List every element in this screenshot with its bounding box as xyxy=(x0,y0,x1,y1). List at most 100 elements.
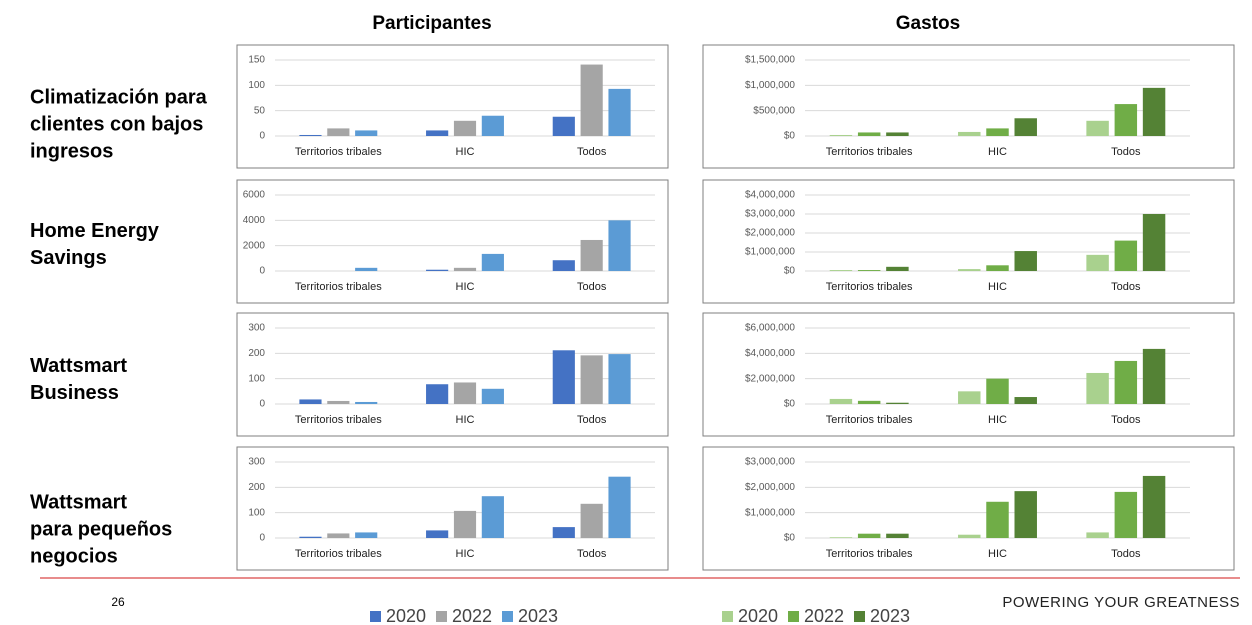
legend-label: 2023 xyxy=(870,606,910,625)
bar xyxy=(1014,397,1037,404)
y-tick-label: $0 xyxy=(784,266,796,277)
bar xyxy=(1086,532,1109,538)
x-tick-label: Todos xyxy=(577,146,607,158)
bar xyxy=(299,399,322,404)
y-tick-label: $1,000,000 xyxy=(745,507,795,518)
x-tick-label: Todos xyxy=(1111,414,1141,426)
bar xyxy=(299,134,322,136)
x-tick-label: Territorios tribales xyxy=(826,548,913,560)
bar xyxy=(958,534,981,538)
x-tick-label: HIC xyxy=(988,281,1007,293)
bar xyxy=(857,533,881,538)
chart-frame xyxy=(702,312,1235,437)
bar xyxy=(1114,360,1138,404)
legend-label: 2022 xyxy=(452,606,492,625)
bar xyxy=(958,131,981,136)
bar xyxy=(857,400,881,404)
x-tick-label: HIC xyxy=(988,548,1007,560)
y-tick-label: $3,000,000 xyxy=(745,209,795,220)
legend-label: 2023 xyxy=(518,606,558,625)
row-label: Savings xyxy=(30,247,107,269)
bar xyxy=(986,501,1009,538)
bar xyxy=(481,388,504,404)
x-tick-label: HIC xyxy=(456,414,475,426)
chart-frame xyxy=(236,179,669,304)
y-tick-label: $1,000,000 xyxy=(745,247,795,258)
y-tick-label: 50 xyxy=(254,105,266,116)
x-tick-label: Territorios tribales xyxy=(826,414,913,426)
bar xyxy=(1142,214,1166,271)
x-tick-label: Todos xyxy=(1111,548,1141,560)
bar xyxy=(426,384,449,404)
bar xyxy=(608,354,631,404)
y-tick-label: 0 xyxy=(259,131,265,142)
bar xyxy=(355,401,378,404)
y-tick-label: $2,000,000 xyxy=(745,373,795,384)
legend-swatch xyxy=(370,611,381,622)
y-tick-label: $2,000,000 xyxy=(745,228,795,239)
legend-label: 2020 xyxy=(386,606,426,625)
bar xyxy=(986,265,1009,271)
row-label: clientes con bajos xyxy=(30,113,203,135)
bar xyxy=(426,269,449,271)
bar xyxy=(829,398,853,404)
bar xyxy=(426,130,449,136)
legend-swatch xyxy=(788,611,799,622)
bar xyxy=(1086,254,1109,271)
bar xyxy=(355,267,378,271)
x-tick-label: HIC xyxy=(988,414,1007,426)
y-tick-label: $500,000 xyxy=(753,105,795,116)
bar xyxy=(958,269,981,271)
bar xyxy=(1114,104,1138,136)
x-tick-label: Todos xyxy=(1111,146,1141,158)
y-tick-label: 4000 xyxy=(243,215,266,226)
y-tick-label: 100 xyxy=(248,507,265,518)
bar xyxy=(327,128,350,136)
row-label: Business xyxy=(30,382,119,404)
x-tick-label: Territorios tribales xyxy=(826,146,913,158)
bar xyxy=(829,270,853,271)
bar xyxy=(829,134,853,136)
bar xyxy=(481,115,504,136)
y-tick-label: 300 xyxy=(248,323,265,334)
x-tick-label: Todos xyxy=(577,414,607,426)
chart-frame xyxy=(236,446,669,571)
bar xyxy=(453,382,477,404)
legend-label: 2022 xyxy=(804,606,844,625)
bar xyxy=(958,391,981,404)
chart-frame xyxy=(702,44,1235,169)
legend-label: 2020 xyxy=(738,606,778,625)
x-tick-label: HIC xyxy=(456,281,475,293)
x-tick-label: HIC xyxy=(988,146,1007,158)
bar xyxy=(580,64,603,136)
y-tick-label: $2,000,000 xyxy=(745,482,795,493)
row-label: Home Energy xyxy=(30,220,160,242)
page-number: 26 xyxy=(111,595,125,609)
footer-text: POWERING YOUR GREATNESS xyxy=(1002,594,1240,611)
y-tick-label: $0 xyxy=(784,533,796,544)
y-tick-label: 0 xyxy=(259,399,265,410)
bar xyxy=(1014,251,1037,271)
bar xyxy=(1142,475,1166,538)
y-tick-label: 200 xyxy=(248,482,265,493)
bar xyxy=(552,116,575,136)
bar xyxy=(327,400,350,404)
row-label: Climatización para xyxy=(30,86,208,108)
y-tick-label: $0 xyxy=(784,131,796,142)
legend-swatch xyxy=(722,611,733,622)
x-tick-label: Todos xyxy=(1111,281,1141,293)
row-label: negocios xyxy=(30,545,118,567)
bar xyxy=(580,355,603,404)
bar xyxy=(1014,118,1037,136)
bar xyxy=(886,132,909,136)
bar xyxy=(299,536,322,538)
bar xyxy=(886,266,909,271)
y-tick-label: 200 xyxy=(248,348,265,359)
y-tick-label: $3,000,000 xyxy=(745,457,795,468)
bar xyxy=(608,88,631,136)
bar xyxy=(481,496,504,538)
bar xyxy=(1114,491,1138,538)
bar xyxy=(552,260,575,271)
x-tick-label: Todos xyxy=(577,281,607,293)
bar xyxy=(453,120,477,136)
